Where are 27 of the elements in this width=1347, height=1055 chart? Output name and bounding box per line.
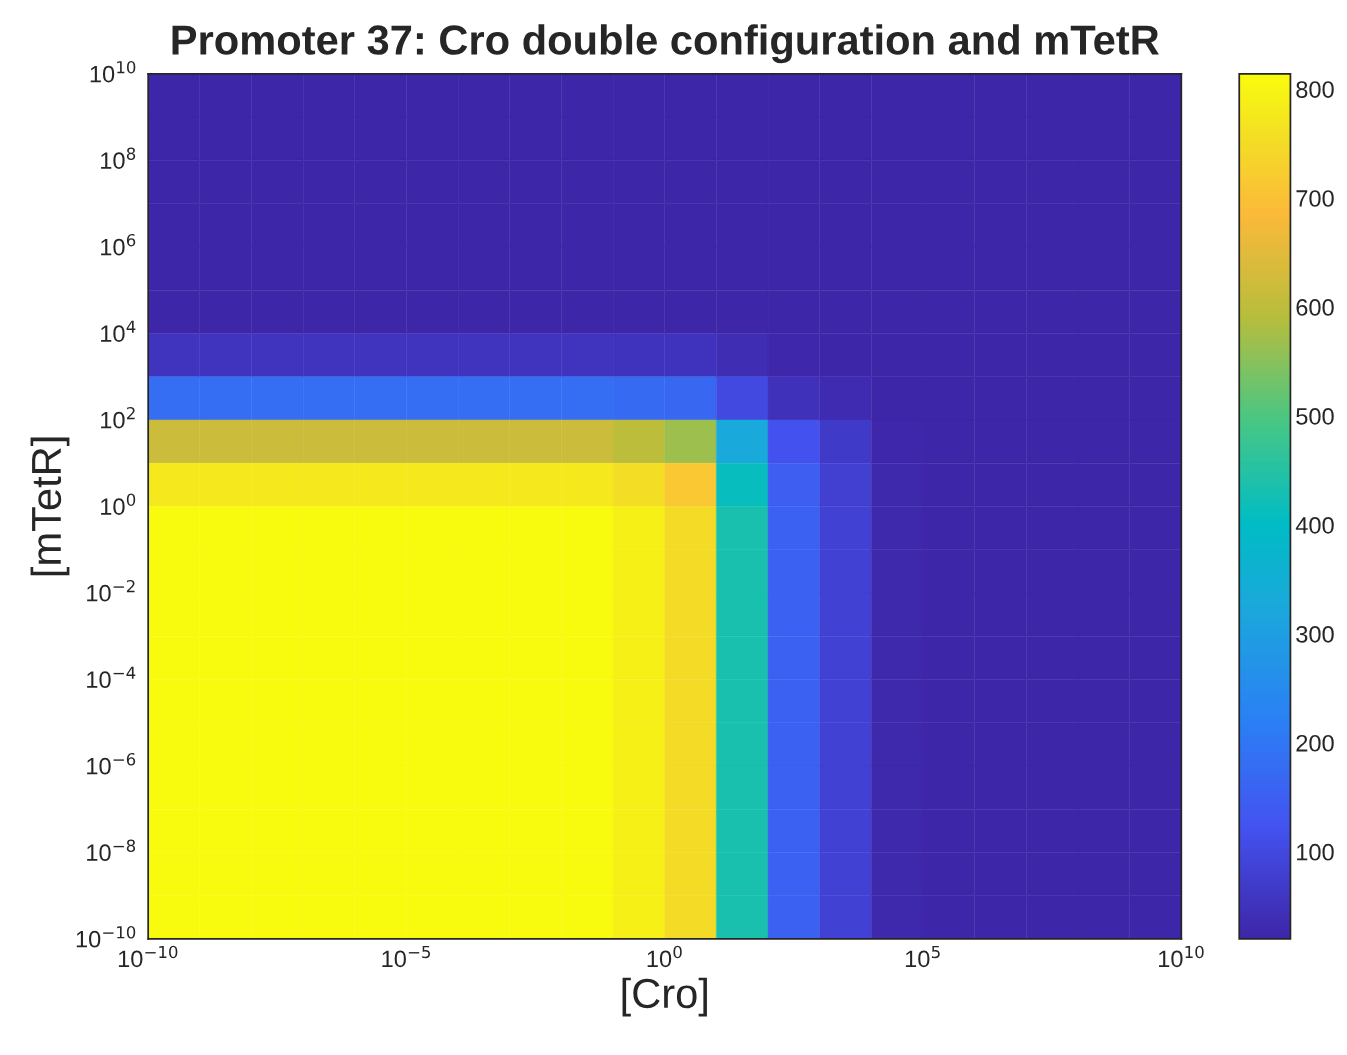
x-tick-label: 10$^{5}$ bbox=[905, 945, 940, 968]
y-tick-label: 10$^{4}$ bbox=[101, 320, 136, 343]
y-tick-label: 10$^{6}$ bbox=[101, 233, 136, 256]
y-axis-title: [mTetR] bbox=[30, 437, 70, 576]
color-bar-label: 800 bbox=[1296, 81, 1334, 98]
y-tick-label: 10$^{2}$ bbox=[101, 406, 135, 429]
x-tick-label: 10$^{0}$ bbox=[647, 945, 682, 968]
y-tick-label: 10$^{−8}$ bbox=[87, 839, 136, 862]
y-tick-label: 10$^{−10}$ bbox=[76, 926, 136, 948]
x-tick-label: 10$^{−10}$ bbox=[118, 945, 178, 968]
x-tick-label: 10$^{10}$ bbox=[1159, 945, 1204, 968]
y-tick-label: 10$^{0}$ bbox=[101, 493, 136, 516]
color-bar-label: 200 bbox=[1296, 734, 1334, 752]
color-bar-label: 500 bbox=[1296, 408, 1334, 425]
color-bar-label: 100 bbox=[1297, 843, 1334, 861]
y-tick-label: 10$^{8}$ bbox=[101, 147, 136, 169]
y-tick-label: 10$^{−2}$ bbox=[87, 579, 135, 602]
color-bar-label: 300 bbox=[1296, 625, 1334, 643]
color-bar-label: 700 bbox=[1296, 190, 1334, 207]
color-bar-label: 400 bbox=[1295, 516, 1334, 534]
y-tick-label: 10$^{10}$ bbox=[90, 60, 136, 83]
x-tick-label: 10$^{−5}$ bbox=[382, 945, 431, 968]
chart-title: Promoter 37: Cro double configuration and mTetR bbox=[172, 24, 1159, 64]
y-tick-label: 10$^{−4}$ bbox=[87, 666, 136, 689]
y-tick-label: 10$^{−6}$ bbox=[87, 753, 136, 775]
color-bar-label: 600 bbox=[1296, 299, 1334, 316]
x-axis-title: [Cro] bbox=[622, 977, 707, 1017]
